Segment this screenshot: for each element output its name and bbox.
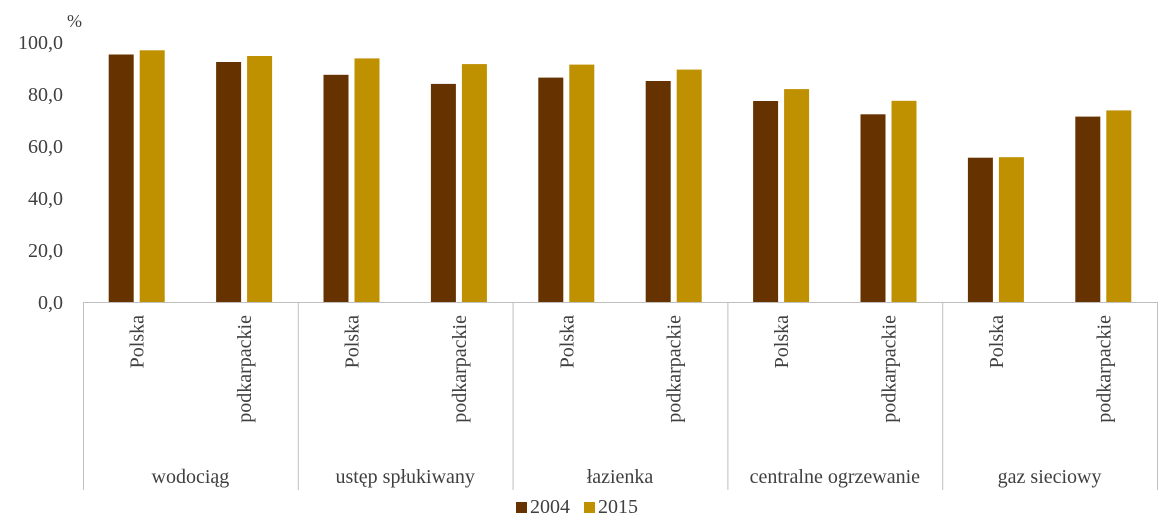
- bar-2004-3: [430, 83, 456, 303]
- bar-2015-1: [247, 56, 273, 302]
- group-label: gaz sieciowy: [998, 466, 1102, 488]
- group-label: ustęp spłukiwany: [335, 466, 474, 488]
- bar-2004-9: [1075, 116, 1101, 302]
- group-label: wodociąg: [152, 466, 230, 488]
- bar-2015-0: [139, 50, 165, 302]
- bar-2004-2: [323, 74, 349, 302]
- x-tick-label: podkarpackie: [449, 315, 471, 423]
- y-tick-label: 80,0: [28, 84, 63, 106]
- bar-2004-5: [645, 81, 671, 302]
- bar-2015-8: [998, 157, 1024, 302]
- bar-2004-6: [753, 101, 779, 302]
- bar-2015-5: [676, 69, 702, 302]
- bar-2015-6: [784, 89, 810, 302]
- x-tick-label: podkarpackie: [879, 315, 901, 423]
- bar-2004-1: [216, 62, 242, 302]
- legend-label-2004: 2004: [530, 496, 570, 518]
- bar-2015-7: [891, 100, 917, 302]
- x-tick-label: Polska: [556, 315, 578, 368]
- x-tick-label: Polska: [342, 315, 364, 368]
- y-tick-label: 100,0: [18, 32, 63, 54]
- y-tick-label: 40,0: [28, 188, 63, 210]
- x-tick-label: Polska: [986, 315, 1008, 368]
- legend-label-2015: 2015: [598, 496, 638, 518]
- x-tick-label: podkarpackie: [664, 315, 686, 423]
- x-tick-label: podkarpackie: [1093, 315, 1115, 423]
- y-tick-label: 0,0: [38, 292, 63, 314]
- group-label: łazienka: [587, 466, 654, 488]
- x-tick-label: Polska: [127, 315, 149, 368]
- bar-2015-9: [1106, 110, 1132, 303]
- group-label: centralne ogrzewanie: [750, 466, 921, 488]
- bar-2004-0: [108, 54, 134, 302]
- legend-swatch-2015: [584, 502, 595, 513]
- x-tick-label: podkarpackie: [234, 315, 256, 423]
- bar-2015-3: [461, 64, 487, 302]
- bar-2004-8: [967, 157, 993, 302]
- x-tick-label: Polska: [771, 315, 793, 368]
- bar-2015-4: [569, 64, 595, 302]
- y-tick-label: 60,0: [28, 136, 63, 158]
- bar-2004-7: [860, 114, 886, 302]
- y-tick-label: 20,0: [28, 240, 63, 262]
- y-axis-unit-label: %: [67, 11, 82, 31]
- legend-swatch-2004: [516, 502, 527, 513]
- bar-2015-2: [354, 58, 380, 303]
- bar-2004-4: [538, 77, 564, 302]
